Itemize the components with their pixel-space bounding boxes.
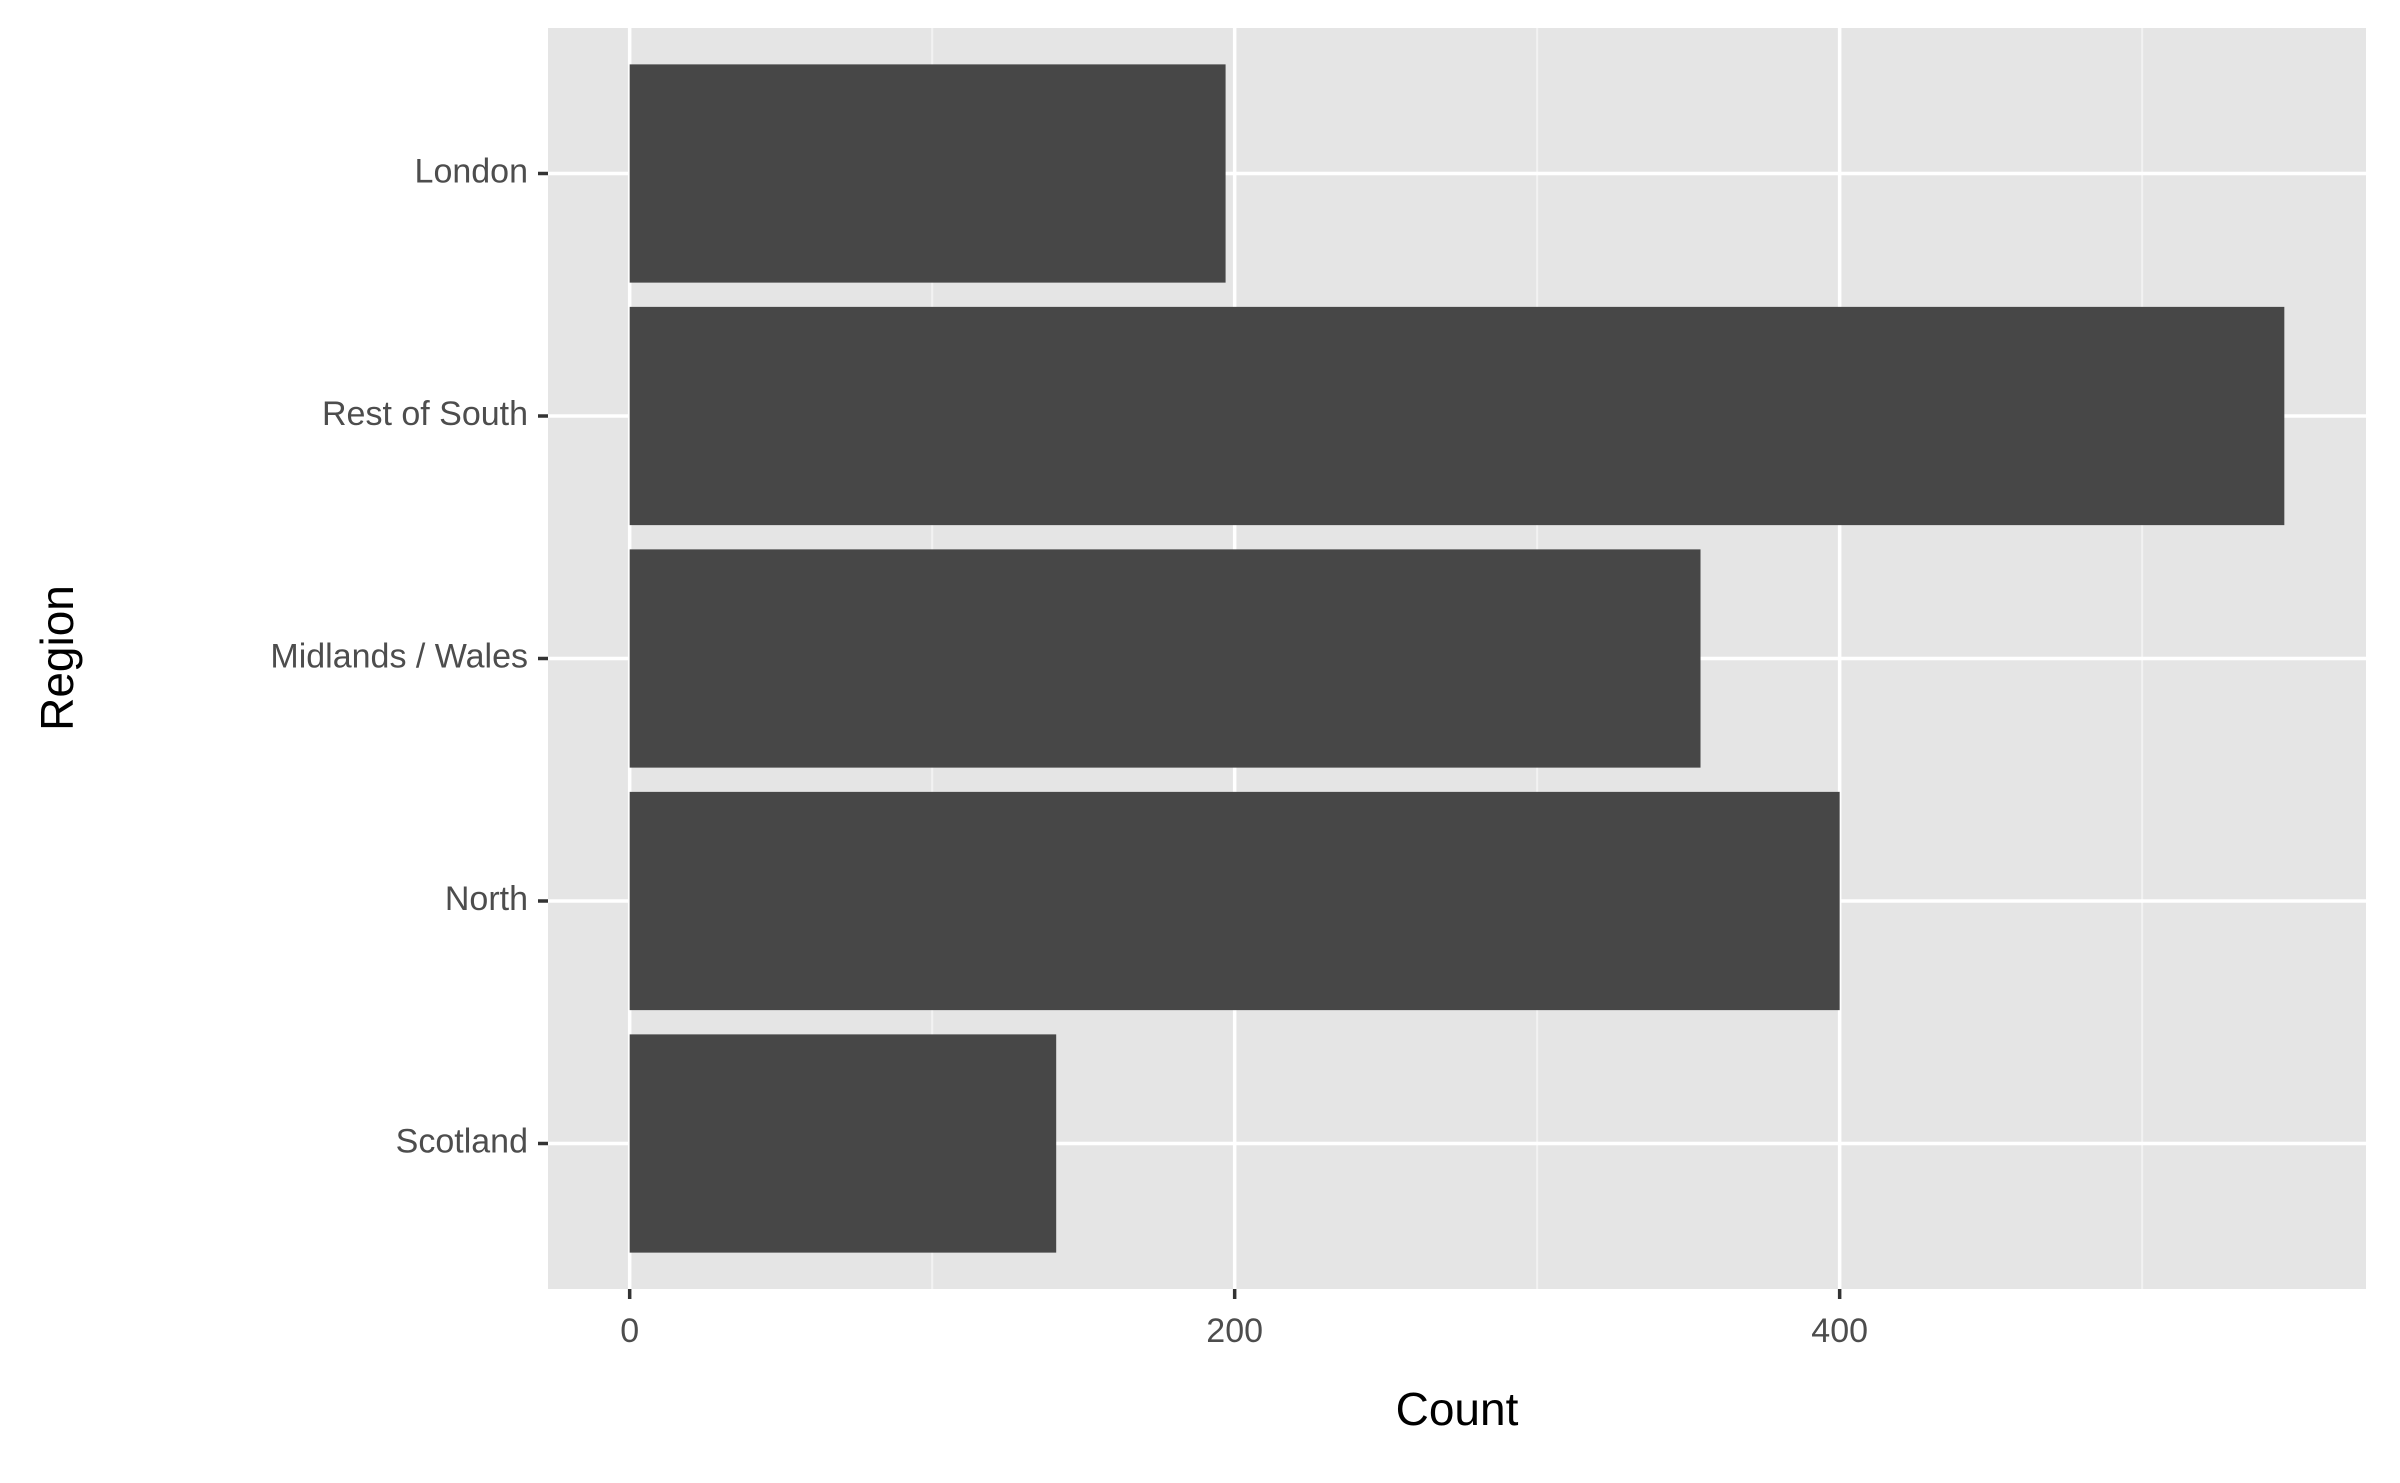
x-axis-title: Count: [1396, 1383, 1519, 1435]
y-tick-label: North: [445, 880, 528, 918]
bar: [629, 791, 1840, 1011]
x-tick-label: 200: [1206, 1312, 1263, 1350]
y-tick-label: Rest of South: [322, 395, 528, 433]
bar: [629, 306, 2285, 526]
y-tick-label: Scotland: [396, 1122, 528, 1160]
bar: [629, 549, 1701, 768]
x-tick-label: 400: [1811, 1312, 1868, 1350]
y-tick-label: Midlands / Wales: [270, 637, 528, 675]
bar: [629, 1034, 1057, 1253]
x-tick-label: 0: [620, 1312, 639, 1350]
y-axis-title: Region: [31, 585, 83, 731]
y-tick-label: London: [415, 152, 528, 190]
bar: [629, 64, 1226, 283]
